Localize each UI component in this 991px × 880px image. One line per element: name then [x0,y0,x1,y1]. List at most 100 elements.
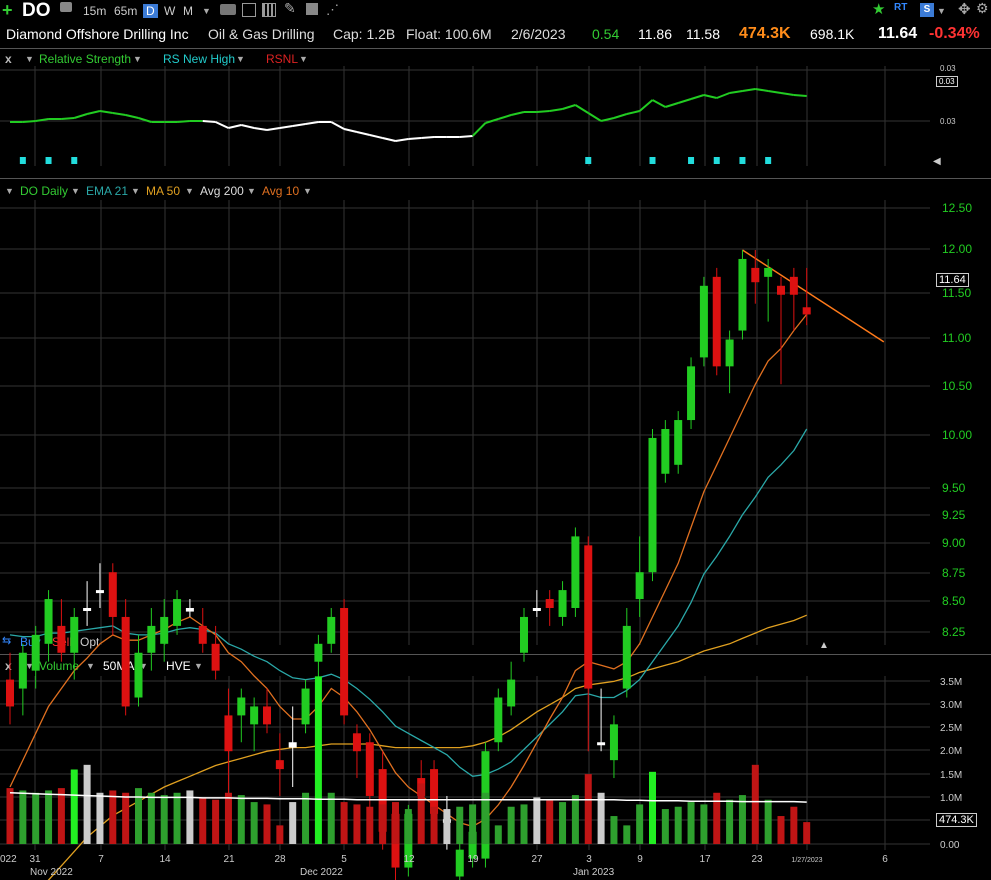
grid-icon[interactable] [262,3,276,17]
rs-line-segment [330,121,345,130]
symbol-daily-label[interactable]: DO Daily [20,184,69,198]
price-axis-label: 12.00 [942,242,972,256]
volume-ma-dropdown-icon[interactable]: ▼ [139,661,148,671]
candle-body [648,437,657,573]
candle-body [494,697,503,743]
rs-panel-dropdown-icon[interactable]: ▼ [25,54,34,64]
ema21-label[interactable]: EMA 21 [86,184,129,198]
rs-dropdown-icon[interactable]: ▼ [133,54,142,64]
timeframe-monthly[interactable]: M [183,4,193,18]
price-panel-dropdown-icon[interactable]: ▼ [5,186,14,196]
candle-body [211,643,220,671]
timeframe-65m[interactable]: 65m [114,4,138,18]
ticker-symbol[interactable]: DO [22,0,51,21]
candle-body [622,625,631,689]
rs-line-segment [626,110,640,115]
share-icon[interactable]: ⋰ [326,2,339,17]
hve-label[interactable]: HVE [166,659,191,673]
order-arrows-icon[interactable]: ⇆ [2,635,12,647]
timeframe-dropdown-icon[interactable]: ▼ [202,6,211,16]
date-axis-label: 28 [274,854,286,865]
volume-bar [443,809,451,844]
rs-line-segment [395,138,409,142]
rs-line-segment [485,118,499,124]
trendline [742,249,885,343]
volume-bar [661,809,669,844]
candle-body [545,599,554,608]
candle-body [764,267,773,277]
rs-new-high-dropdown-icon[interactable]: ▼ [236,54,245,64]
volume-axis-label: 3.5M [940,677,962,688]
scan-dropdown-icon[interactable]: ▼ [937,6,946,16]
candle-body [712,276,721,367]
rs-line-segment [112,112,126,116]
rsnl-dropdown-icon[interactable]: ▼ [299,54,308,64]
candle-body [365,742,374,796]
realtime-label[interactable]: RT [894,2,908,13]
average-volume: 698.1K [810,26,855,42]
printer-icon[interactable] [60,2,72,12]
volume-bar [404,809,412,844]
chart-type-icon[interactable] [220,4,236,15]
rs-line-segment [369,134,383,139]
date-axis-label: 21 [223,854,235,865]
ma50-dropdown-icon[interactable]: ▼ [185,186,194,196]
volume-bar [533,797,541,844]
rs-new-high-label[interactable]: RS New High [163,52,236,66]
volume-bar [469,804,477,844]
rs-line-segment [742,88,756,92]
rs-line-segment [176,120,190,123]
rs-line-segment [498,114,512,120]
rs-line-segment [86,110,101,115]
timeframe-daily[interactable]: D [143,4,158,18]
candle-body [802,307,811,315]
rs-new-high-marker [649,157,656,164]
volume-axis-label: 0.00 [940,840,960,851]
candle-body [288,742,297,748]
favorite-star-icon[interactable]: ★ [872,1,886,18]
rs-collapse-icon[interactable]: ◀ [933,156,941,167]
candle-body [507,679,516,707]
rsnl-label[interactable]: RSNL [266,52,299,66]
ma50-label[interactable]: MA 50 [146,184,181,198]
volume-bar [494,825,502,844]
add-symbol-icon[interactable]: + [2,0,13,20]
move-icon[interactable]: ✥ [958,1,971,18]
volume-axis-label: 1.5M [940,770,962,781]
info-bar: Diamond Offshore Drilling Inc Oil & Gas … [0,22,991,48]
date-axis-label: 27 [531,854,543,865]
notes-icon[interactable] [306,3,318,15]
volume-dropdown-icon[interactable]: ▼ [86,661,95,671]
timeframe-15m[interactable]: 15m [83,4,107,18]
avg200-label[interactable]: Avg 200 [200,184,244,198]
volume-label[interactable]: Volume [39,659,80,673]
layout-icon[interactable] [242,3,256,17]
options-button[interactable]: Opt [80,635,100,649]
avg10-dropdown-icon[interactable]: ▼ [303,186,312,196]
rs-line-segment [665,102,679,108]
avg200-dropdown-icon[interactable]: ▼ [247,186,256,196]
volume-panel-close-button[interactable]: x [5,659,12,673]
avg10-label[interactable]: Avg 10 [262,184,300,198]
rs-label[interactable]: Relative Strength [39,52,132,66]
volume-bar [726,799,734,844]
rs-axis-label: 0.03 [940,64,956,73]
scan-icon[interactable]: S [920,3,934,17]
symbol-daily-dropdown-icon[interactable]: ▼ [71,186,80,196]
rs-line-segment [421,136,435,139]
rs-line-segment [356,131,371,136]
volume-bar [366,806,374,844]
price-axis-label: 8.25 [942,625,966,639]
price-panel-header: ▼ DO Daily ▼ EMA 21 ▼ MA 50 ▼ Avg 200 ▼ … [0,183,400,199]
scroll-up-icon[interactable]: ▲ [819,640,829,651]
ema21-dropdown-icon[interactable]: ▼ [131,186,140,196]
rs-line-segment [703,94,717,99]
settings-icon[interactable]: ⚙ [976,0,989,16]
rs-panel-close-button[interactable]: x [5,52,12,66]
company-name: Diamond Offshore Drilling Inc [6,26,189,42]
timeframe-weekly[interactable]: W [164,4,176,18]
volume-panel-dropdown-icon[interactable]: ▼ [25,661,34,671]
hve-dropdown-icon[interactable]: ▼ [194,661,203,671]
draw-pencil-icon[interactable]: ✎ [284,0,296,16]
